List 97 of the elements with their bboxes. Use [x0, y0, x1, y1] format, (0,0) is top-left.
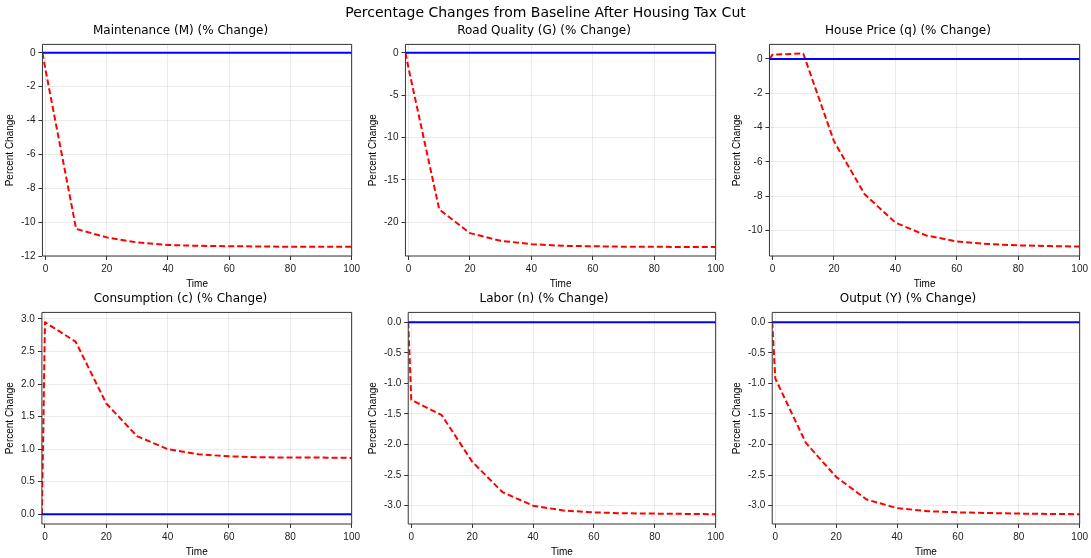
y-tick-label: -3.0	[384, 499, 402, 511]
x-tick-label: 60	[951, 262, 963, 274]
y-tick-label: -12	[21, 249, 36, 261]
y-axis-title: Percent Change	[730, 381, 742, 455]
x-tick-label: 20	[464, 262, 476, 274]
y-tick-label: 2.5	[21, 345, 36, 357]
x-tick-label: 100	[707, 262, 725, 274]
y-tick-label: -10	[21, 215, 36, 227]
x-tick-label: 80	[1013, 530, 1025, 542]
x-tick-label: 80	[284, 530, 297, 542]
chart-title: Labor (n) (% Change)	[479, 291, 609, 306]
y-tick-label: -0.5	[384, 346, 402, 358]
x-tick-label: 100	[707, 530, 725, 542]
y-axis-title: Percent Change	[3, 113, 15, 187]
chart-title: Consumption (c) (% Change)	[93, 291, 268, 306]
x-tick-label: 0	[42, 262, 49, 274]
y-tick-label: 0.0	[387, 315, 402, 327]
y-tick-label: -0.5	[748, 346, 766, 358]
line-series	[405, 51, 716, 249]
x-axis-title: Time	[915, 545, 938, 557]
x-tick-label: 40	[891, 530, 904, 542]
x-tick-label: 20	[100, 530, 113, 542]
x-tick-label: 60	[223, 530, 235, 542]
x-tick-label: 100	[1071, 262, 1089, 274]
y-tick-label: -20	[384, 215, 399, 227]
y-tick-label: 1.5	[21, 410, 36, 422]
x-tick-label: 0	[408, 530, 415, 542]
y-tick-label: -2	[26, 80, 36, 92]
x-tick-label: 60	[587, 262, 599, 274]
x-tick-label: 60	[952, 530, 964, 542]
y-tick-label: 0.5	[21, 475, 36, 487]
y-tick-label: -2.0	[748, 438, 766, 450]
x-tick-label: 0	[405, 262, 412, 274]
y-tick-label: 1.0	[21, 442, 36, 454]
y-tick-label: 2.0	[21, 377, 36, 389]
x-tick-label: 80	[648, 262, 661, 274]
x-tick-label: 40	[889, 262, 902, 274]
x-tick-label: 60	[223, 262, 236, 274]
x-tick-label: 100	[343, 530, 361, 542]
line-series	[42, 51, 352, 248]
y-tick-label: -3.0	[748, 499, 766, 511]
x-tick-label: 60	[588, 530, 600, 542]
y-axis-title: Percent Change	[3, 381, 15, 455]
chart-title: House Price (q) (% Change)	[825, 23, 991, 38]
text: Percentage Changes from Baseline After Housing Tax Cut	[345, 4, 746, 20]
x-tick-label: 80	[649, 530, 661, 542]
y-tick-label: -15	[384, 173, 399, 185]
chart-title: Maintenance (M) (% Change)	[92, 23, 269, 38]
y-axis-title: Percent Change	[730, 113, 742, 187]
y-tick-label: 0.0	[751, 315, 766, 327]
y-tick-label: -10	[748, 224, 763, 236]
y-tick-label: -6	[753, 155, 763, 167]
x-tick-label: 40	[527, 530, 540, 542]
chart-title: Output (Y) (% Change)	[839, 291, 977, 306]
x-axis-title: Time	[185, 545, 209, 557]
y-tick-label: -4	[753, 121, 763, 133]
x-tick-label: 0	[42, 530, 49, 542]
y-tick-label: 0	[29, 46, 36, 58]
x-tick-label: 20	[828, 262, 840, 274]
y-tick-label: -2	[753, 86, 763, 98]
y-tick-label: -4	[26, 114, 36, 126]
y-tick-label: -1.0	[748, 377, 766, 389]
x-tick-label: 100	[343, 262, 361, 274]
x-tick-label: 40	[162, 262, 174, 274]
y-tick-label: -2.5	[384, 468, 402, 480]
x-tick-label: 40	[162, 530, 174, 542]
y-tick-label: -1.5	[748, 407, 766, 419]
x-tick-label: 20	[830, 530, 843, 542]
x-axis-title: Time	[186, 277, 209, 289]
x-tick-label: 0	[769, 262, 776, 274]
line-series	[769, 52, 1080, 248]
x-tick-label: 0	[772, 530, 779, 542]
y-tick-label: 0	[392, 46, 399, 58]
x-tick-label: 80	[1012, 262, 1025, 274]
x-tick-label: 40	[525, 262, 538, 274]
x-tick-label: 80	[284, 262, 297, 274]
y-tick-label: 0.0	[21, 507, 36, 519]
y-tick-label: -8	[753, 189, 763, 201]
y-axis-title: Percent Change	[366, 113, 378, 187]
y-tick-label: -1.5	[384, 407, 402, 419]
y-axis-title: Percent Change	[366, 381, 378, 455]
y-tick-label: 3.0	[21, 312, 36, 324]
x-tick-label: 20	[466, 530, 479, 542]
y-tick-label: -2.0	[384, 438, 402, 450]
y-tick-label: -1.0	[384, 377, 402, 389]
y-tick-label: -5	[389, 88, 399, 100]
y-tick-label: -8	[26, 182, 36, 194]
x-tick-label: 100	[1071, 530, 1089, 542]
chart-title: Road Quality (G) (% Change)	[457, 23, 631, 38]
y-tick-label: -10	[384, 131, 399, 143]
y-tick-label: -2.5	[748, 468, 766, 480]
x-axis-title: Time	[551, 545, 574, 557]
y-tick-label: -6	[26, 148, 36, 160]
y-tick-label: 0	[756, 52, 763, 64]
x-tick-label: 20	[101, 262, 113, 274]
x-axis-title: Time	[913, 277, 936, 289]
x-axis-title: Time	[549, 277, 572, 289]
